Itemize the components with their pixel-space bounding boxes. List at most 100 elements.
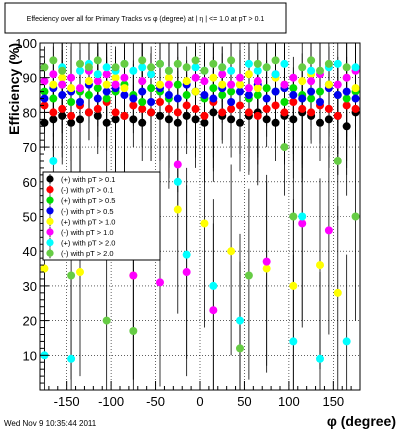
data-point bbox=[342, 63, 351, 72]
data-point bbox=[218, 63, 227, 72]
data-point bbox=[40, 264, 49, 273]
data-point bbox=[173, 177, 182, 186]
data-point bbox=[120, 59, 129, 68]
data-point bbox=[244, 84, 253, 93]
data-point bbox=[280, 108, 289, 117]
x-tick-label: -150 bbox=[54, 394, 80, 409]
data-point bbox=[262, 104, 271, 113]
x-tick-label: 100 bbox=[278, 394, 300, 409]
data-point bbox=[316, 261, 324, 270]
data-point bbox=[49, 70, 58, 79]
data-point bbox=[191, 115, 200, 124]
y-tick-label: 30 bbox=[23, 279, 37, 294]
data-point bbox=[218, 91, 227, 100]
data-point bbox=[351, 84, 360, 93]
data-point bbox=[271, 101, 280, 110]
grid-lines bbox=[40, 42, 360, 390]
data-point bbox=[342, 122, 351, 131]
data-point bbox=[40, 77, 49, 86]
data-point bbox=[102, 316, 111, 325]
x-tick-label: -100 bbox=[98, 394, 124, 409]
data-point bbox=[40, 63, 49, 72]
data-point bbox=[244, 70, 253, 79]
data-point bbox=[182, 111, 191, 120]
data-point bbox=[244, 271, 253, 280]
data-point bbox=[138, 104, 147, 113]
data-point bbox=[156, 278, 164, 287]
data-point bbox=[84, 63, 93, 72]
data-point bbox=[182, 101, 191, 110]
y-tick-label: 80 bbox=[23, 105, 37, 120]
data-point bbox=[209, 306, 218, 315]
y-axis-title: Efficiency (%) bbox=[6, 43, 22, 135]
data-point bbox=[209, 84, 218, 93]
data-point bbox=[200, 111, 209, 120]
legend-marker bbox=[46, 228, 54, 236]
data-point bbox=[173, 94, 182, 103]
data-point bbox=[307, 66, 316, 75]
data-point bbox=[164, 66, 173, 75]
data-point bbox=[102, 63, 111, 72]
x-axis-title: φ (degree) bbox=[327, 413, 396, 429]
data-point bbox=[289, 115, 298, 124]
data-point bbox=[76, 115, 84, 124]
data-point bbox=[262, 63, 271, 72]
data-point bbox=[227, 247, 236, 256]
data-point bbox=[76, 97, 84, 106]
data-point bbox=[67, 97, 76, 106]
y-tick-label: 20 bbox=[23, 314, 37, 329]
data-point bbox=[76, 268, 84, 277]
data-point bbox=[244, 59, 253, 68]
data-point bbox=[58, 73, 67, 82]
data-point bbox=[138, 118, 147, 127]
data-point bbox=[280, 97, 289, 106]
data-point bbox=[342, 87, 351, 96]
data-point bbox=[209, 108, 218, 117]
data-point bbox=[351, 212, 360, 221]
data-point bbox=[191, 73, 200, 82]
data-point bbox=[289, 73, 298, 82]
data-point bbox=[200, 219, 209, 228]
data-point bbox=[93, 94, 102, 103]
data-point bbox=[262, 264, 271, 273]
data-point bbox=[182, 63, 191, 72]
data-point bbox=[324, 104, 333, 113]
data-point bbox=[298, 77, 307, 86]
data-point bbox=[333, 288, 342, 297]
data-point bbox=[280, 80, 289, 89]
data-point bbox=[236, 101, 244, 110]
data-point bbox=[173, 160, 182, 169]
data-point bbox=[209, 59, 218, 68]
data-point bbox=[298, 212, 307, 221]
data-point bbox=[244, 108, 253, 117]
legend-marker bbox=[46, 175, 54, 183]
data-point bbox=[93, 70, 102, 79]
data-point bbox=[253, 91, 262, 100]
data-point bbox=[138, 56, 147, 65]
data-point bbox=[227, 104, 236, 113]
data-point bbox=[200, 77, 209, 86]
data-point bbox=[191, 104, 200, 113]
data-point bbox=[129, 66, 138, 75]
data-point bbox=[173, 108, 182, 117]
data-point bbox=[67, 271, 76, 280]
data-point bbox=[58, 104, 67, 113]
data-point bbox=[120, 84, 129, 93]
legend-frame bbox=[42, 171, 161, 261]
data-point bbox=[164, 91, 173, 100]
data-point bbox=[236, 87, 244, 96]
data-point bbox=[289, 281, 298, 290]
legend-label: (-) with pT > 2.0 bbox=[61, 249, 114, 258]
data-point bbox=[289, 97, 298, 106]
data-point bbox=[351, 63, 360, 72]
data-point bbox=[236, 73, 244, 82]
data-point bbox=[227, 56, 236, 65]
x-tick-label: -50 bbox=[146, 394, 165, 409]
data-point bbox=[147, 97, 156, 106]
data-point bbox=[40, 94, 49, 103]
legend-label: (+) with pT > 0.5 bbox=[61, 196, 115, 205]
data-point bbox=[271, 56, 280, 65]
data-point bbox=[111, 73, 120, 82]
data-point bbox=[262, 84, 271, 93]
